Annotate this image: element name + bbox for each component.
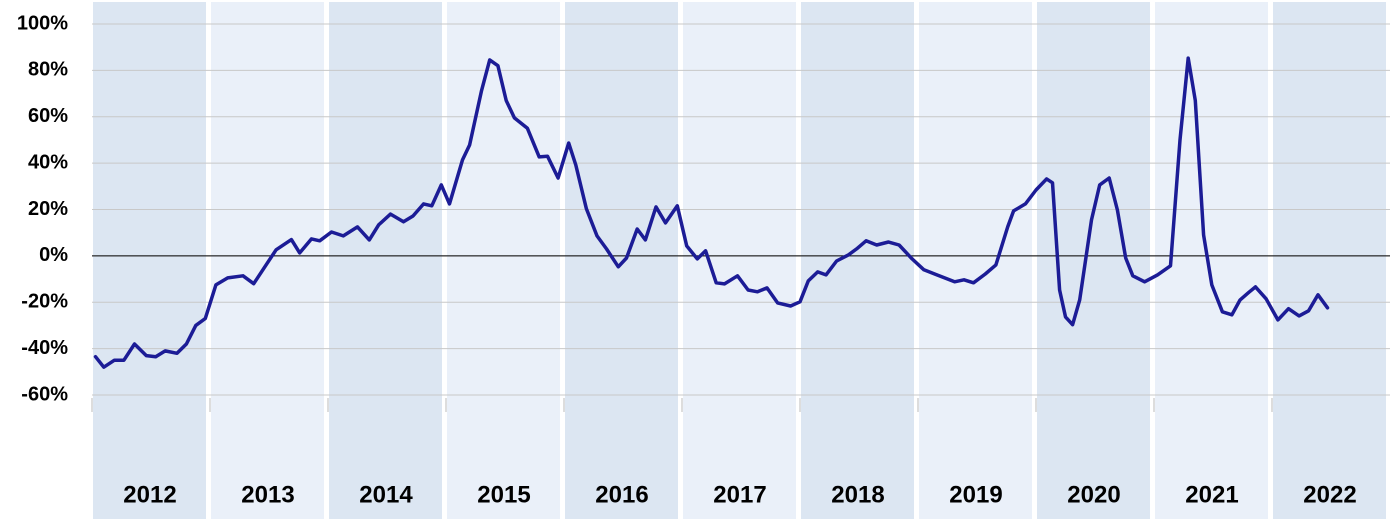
y-tick-label: 60%	[28, 105, 68, 127]
x-tick-label: 2019	[949, 481, 1002, 508]
x-tick-label: 2017	[713, 481, 766, 508]
y-tick-label: 80%	[28, 59, 68, 81]
y-tick-label: -40%	[21, 337, 68, 359]
year-band	[1155, 2, 1268, 519]
year-band	[447, 2, 560, 519]
year-band	[1037, 2, 1150, 519]
x-tick-label: 2013	[241, 481, 294, 508]
x-tick-label: 2018	[831, 481, 884, 508]
x-tick-label: 2015	[477, 481, 530, 508]
x-tick-label: 2020	[1067, 481, 1120, 508]
year-band	[801, 2, 914, 519]
year-band	[329, 2, 442, 519]
year-band	[1273, 2, 1386, 519]
year-band	[919, 2, 1032, 519]
year-band	[565, 2, 678, 519]
y-tick-label: 0%	[39, 244, 68, 266]
x-tick-label: 2016	[595, 481, 648, 508]
series-line	[93, 56, 1330, 369]
x-tick-label: 2012	[123, 481, 176, 508]
x-tick-label: 2022	[1303, 481, 1356, 508]
y-tick-label: 100%	[17, 12, 68, 34]
x-tick-label: 2021	[1185, 481, 1238, 508]
x-tick-label: 2014	[359, 481, 413, 508]
y-tick-label: -60%	[21, 383, 68, 405]
year-band	[93, 2, 206, 519]
y-tick-label: 20%	[28, 198, 68, 220]
year-band	[683, 2, 796, 519]
y-tick-label: -20%	[21, 291, 68, 313]
y-tick-label: 40%	[28, 151, 68, 173]
